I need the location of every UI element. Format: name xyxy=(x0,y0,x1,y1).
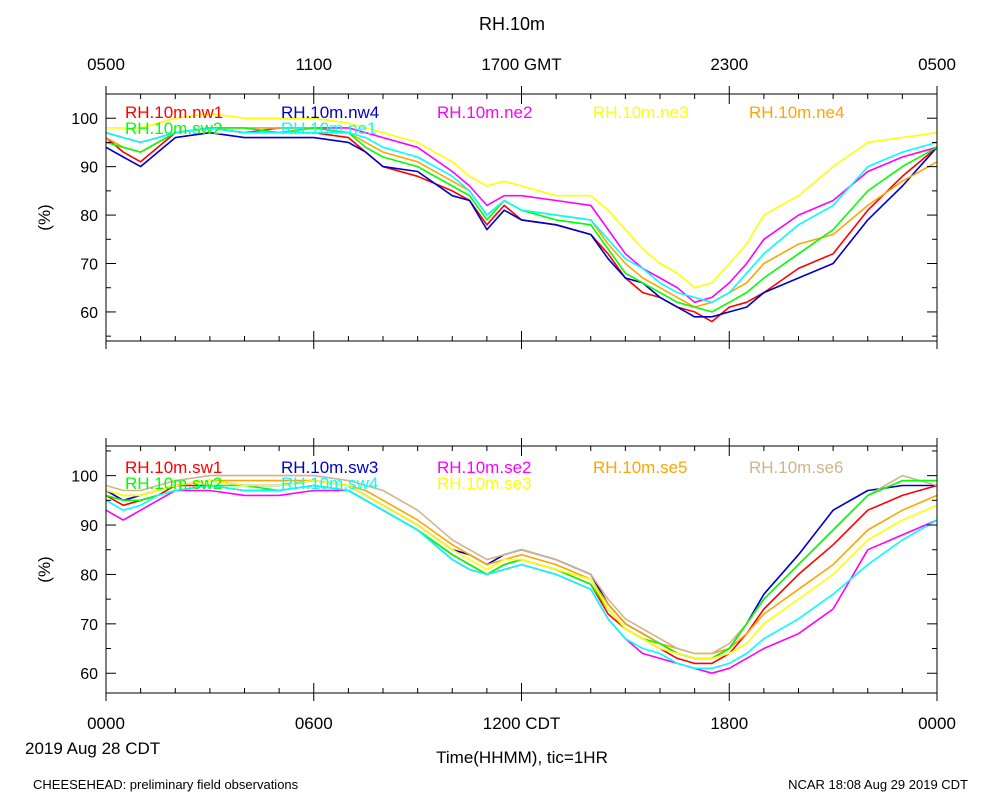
y-tick-label: 80 xyxy=(80,567,98,584)
legend-entry-RH-10m-sw2: RH.10m.sw2 xyxy=(125,474,222,493)
y-tick-label: 90 xyxy=(80,518,98,535)
legend-entry-RH-10m-se5: RH.10m.se5 xyxy=(593,458,687,477)
legend-entry-RH-10m-se6: RH.10m.se6 xyxy=(749,458,843,477)
footer-left: CHEESEHEAD: preliminary field observatio… xyxy=(33,777,299,792)
top-tick-label: 0500 xyxy=(918,55,956,74)
y-tick-label: 70 xyxy=(80,257,98,274)
series-line-RH-10m-se5 xyxy=(105,479,938,655)
series-line-RH-10m-se3 xyxy=(105,479,938,660)
bottom-tick-label: 1800 xyxy=(710,714,748,733)
series-line-RH-10m-sw2 xyxy=(105,479,937,660)
y-axis-label: (%) xyxy=(35,204,54,230)
series-line-RH-10m-ne1 xyxy=(105,127,938,304)
top-tick-label: 1100 xyxy=(295,55,332,74)
date-label: 2019 Aug 28 CDT xyxy=(25,739,160,758)
chart-title: RH.10m xyxy=(479,14,545,34)
legend-entry-RH-10m-ne3: RH.10m.ne3 xyxy=(593,103,688,122)
bottom-panel: 60 70 80 90 100 (%) 0000 0600 1200 CDT 1800 0000 RH… xyxy=(35,438,956,733)
legend-entry-RH-10m-ne4: RH.10m.ne4 xyxy=(749,103,844,122)
top-tick-label: 1700 GMT xyxy=(481,55,561,74)
legend-entry-RH-10m-sw4: RH.10m.sw4 xyxy=(281,474,378,493)
y-axis-label: (%) xyxy=(35,556,54,582)
y-tick-label: 100 xyxy=(71,469,98,486)
legend-entry-RH-10m-se3: RH.10m.se3 xyxy=(437,474,531,493)
bottom-tick-label: 1200 CDT xyxy=(483,714,560,733)
bottom-tick-label: 0000 xyxy=(87,714,125,733)
legend-entry-RH-10m-sw2: RH.10m.sw2 xyxy=(125,119,222,138)
legend-entry-RH-10m-ne1: RH.10m.ne1 xyxy=(281,119,376,138)
series-line-RH-10m-sw4 xyxy=(105,484,938,670)
legend-entry-RH-10m-se2: RH.10m.se2 xyxy=(437,458,531,477)
legend-entry-RH-10m-ne2: RH.10m.ne2 xyxy=(437,103,532,122)
series-line-RH-10m-sw1 xyxy=(105,484,938,665)
x-axis-label: Time(HHMM), tic=1HR xyxy=(436,748,608,767)
top-panel: 60 70 80 90 100 (%) 0500 1100 1700 GMT 2300 0500 RH… xyxy=(35,55,956,349)
y-tick-label: 80 xyxy=(80,208,98,225)
legend-entry-RH-10m-sw3: RH.10m.sw3 xyxy=(281,458,378,477)
series-line-RH-10m-se2 xyxy=(105,489,938,674)
footer-right: NCAR 18:08 Aug 29 2019 CDT xyxy=(788,777,968,792)
y-tick-label: 100 xyxy=(71,111,98,128)
series-line-RH-10m-sw3 xyxy=(105,479,937,660)
bottom-tick-label: 0000 xyxy=(918,714,956,733)
series-line-RH-10m-nw1 xyxy=(105,127,938,323)
top-tick-label: 2300 xyxy=(710,55,748,74)
series-line-RH-10m-ne3 xyxy=(106,112,938,289)
series-line-RH-10m-nw4 xyxy=(105,131,938,318)
y-tick-label: 60 xyxy=(80,666,98,683)
series-line-RH-10m-ne2 xyxy=(105,127,938,304)
y-tick-label: 70 xyxy=(80,617,98,634)
legend-entry-RH-10m-sw1: RH.10m.sw1 xyxy=(125,458,222,477)
y-tick-label: 90 xyxy=(80,160,98,177)
y-tick-label: 60 xyxy=(80,305,98,322)
top-tick-label: 0500 xyxy=(87,55,125,74)
legend-entry-RH-10m-nw4: RH.10m.nw4 xyxy=(281,103,379,122)
bottom-tick-label: 0600 xyxy=(295,714,333,733)
legend-entry-RH-10m-nw1: RH.10m.nw1 xyxy=(125,103,223,122)
